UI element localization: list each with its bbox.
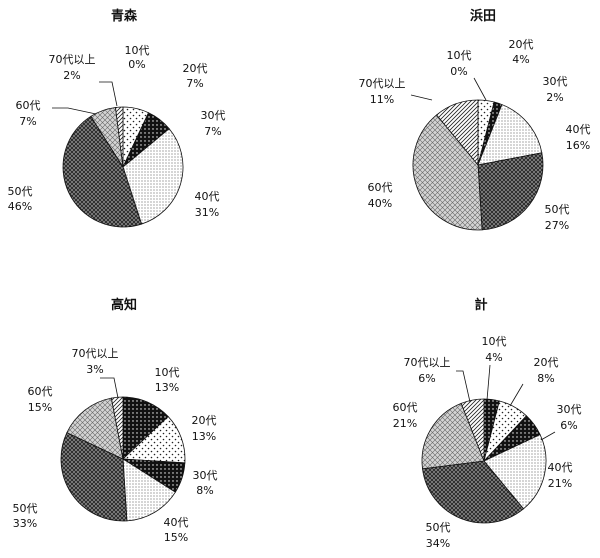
pct-label: 6% xyxy=(418,372,435,385)
pct-label: 4% xyxy=(512,53,529,66)
cat-label: 60代 xyxy=(393,401,418,414)
pie-chart-kochi: 高知 10代 13% 20代 13% 30代 8% 40代 15% 50代 33… xyxy=(13,297,218,544)
pct-label: 7% xyxy=(186,77,203,90)
pct-label: 2% xyxy=(546,91,563,104)
pie-slice-40s xyxy=(122,458,176,522)
pct-label: 3% xyxy=(86,363,103,376)
pie-slice-50s xyxy=(477,152,544,231)
cat-label: 70代以上 xyxy=(359,77,406,90)
chart-title-kochi: 高知 xyxy=(111,297,137,313)
cat-label: 10代 xyxy=(482,335,507,348)
cat-label: 40代 xyxy=(195,190,220,203)
pct-label: 15% xyxy=(28,401,52,414)
cat-label: 10代 xyxy=(125,44,150,57)
pie-chart-hamada: 浜田 10代 0% 20代 4% 30代 2% 40代 16% 50代 27% … xyxy=(359,8,591,232)
pie-slice-40s xyxy=(122,128,184,225)
leader-line xyxy=(99,81,118,107)
pct-label: 8% xyxy=(196,484,213,497)
leader-line xyxy=(540,431,556,441)
leader-line xyxy=(509,383,524,407)
cat-label: 70代以上 xyxy=(72,347,119,360)
leader-line xyxy=(486,364,491,401)
cat-label: 50代 xyxy=(426,521,451,534)
cat-label: 60代 xyxy=(28,385,53,398)
cat-label: 20代 xyxy=(192,414,217,427)
pct-label: 33% xyxy=(13,517,37,530)
pct-label: 2% xyxy=(63,69,80,82)
pie-slice-70plus xyxy=(460,398,485,462)
leader-line xyxy=(473,77,487,101)
cat-label: 30代 xyxy=(557,403,582,416)
cat-label: 40代 xyxy=(164,516,189,529)
cat-label: 50代 xyxy=(8,185,33,198)
pct-label: 27% xyxy=(545,219,569,232)
pie-slice-70plus xyxy=(110,396,124,460)
pct-label: 0% xyxy=(128,58,145,71)
cat-label: 30代 xyxy=(193,469,218,482)
leader-line xyxy=(100,377,119,399)
leader-line xyxy=(52,107,97,115)
cat-label: 50代 xyxy=(13,502,38,515)
pct-label: 0% xyxy=(450,65,467,78)
pct-label: 7% xyxy=(204,125,221,138)
cat-label: 20代 xyxy=(534,356,559,369)
pct-label: 21% xyxy=(393,417,417,430)
pct-label: 4% xyxy=(485,351,502,364)
pie-chart-total: 計 10代 4% 20代 8% 30代 6% 40代 21% 50代 34% 6… xyxy=(393,297,582,550)
cat-label: 40代 xyxy=(566,123,591,136)
cat-label: 70代以上 xyxy=(49,53,96,66)
cat-label: 10代 xyxy=(447,49,472,62)
pct-label: 13% xyxy=(155,381,179,394)
leader-line xyxy=(456,370,471,403)
cat-label: 40代 xyxy=(548,461,573,474)
cat-label: 20代 xyxy=(509,38,534,51)
pct-label: 6% xyxy=(560,419,577,432)
pct-label: 15% xyxy=(164,531,188,544)
pie-slice-60s xyxy=(421,402,485,470)
pie-slice-60s xyxy=(412,114,483,231)
cat-label: 30代 xyxy=(201,109,226,122)
pct-label: 7% xyxy=(19,115,36,128)
chart-title-hamada: 浜田 xyxy=(470,8,496,24)
pct-label: 8% xyxy=(537,372,554,385)
pie-slice-60s xyxy=(66,397,124,460)
pie-slice-40s xyxy=(477,104,543,166)
pie-slice-50s xyxy=(62,115,143,228)
pct-label: 13% xyxy=(192,430,216,443)
pct-label: 11% xyxy=(370,93,394,106)
pct-label: 40% xyxy=(368,197,392,210)
leader-line xyxy=(410,94,433,101)
cat-label: 60代 xyxy=(368,181,393,194)
chart-title-aomori: 青森 xyxy=(111,8,138,24)
pie-slice-70plus xyxy=(436,99,479,167)
pct-label: 34% xyxy=(426,537,450,550)
pie-slice-50s xyxy=(422,460,525,524)
pct-label: 16% xyxy=(566,139,590,152)
pie-slice-50s xyxy=(60,432,128,522)
pct-label: 46% xyxy=(8,200,32,213)
pie-slice-70plus xyxy=(115,106,124,168)
cat-label: 50代 xyxy=(545,203,570,216)
cat-label: 10代 xyxy=(155,366,180,379)
cat-label: 60代 xyxy=(16,99,41,112)
chart-title-total: 計 xyxy=(474,297,487,313)
cat-label: 20代 xyxy=(183,62,208,75)
pct-label: 31% xyxy=(195,206,219,219)
pct-label: 21% xyxy=(548,477,572,490)
pie-chart-aomori: 青森 10代 0% 20代 7% 30代 7% 40代 31% 50代 46% … xyxy=(8,8,226,228)
cat-label: 30代 xyxy=(543,75,568,88)
cat-label: 70代以上 xyxy=(404,356,451,369)
